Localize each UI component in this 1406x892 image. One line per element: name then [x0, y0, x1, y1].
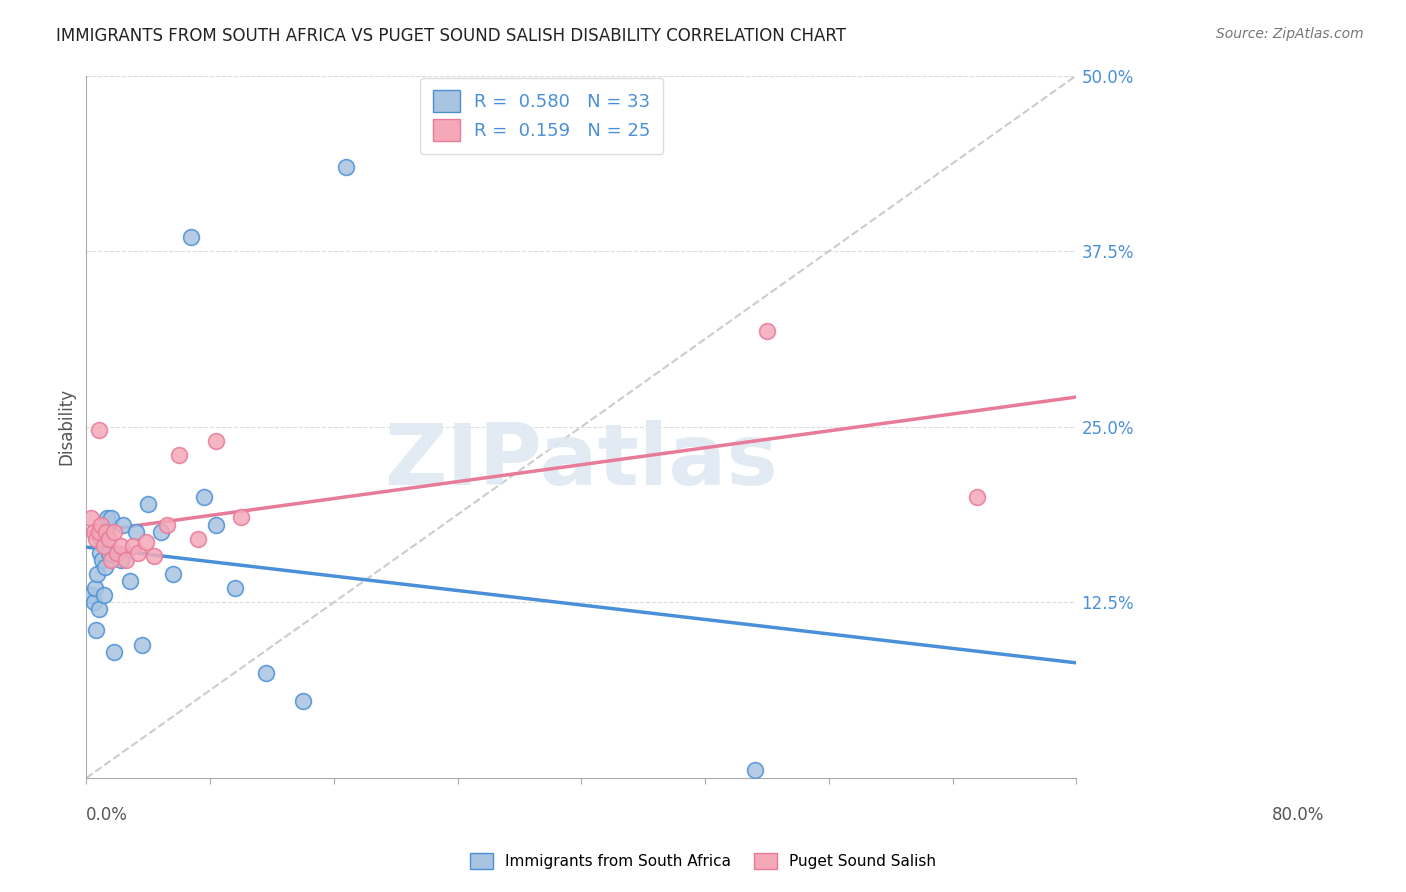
Point	[110, 553, 132, 567]
Point	[112, 518, 135, 533]
Text: 0.0%: 0.0%	[86, 806, 128, 824]
Point	[156, 518, 179, 533]
Point	[83, 595, 105, 609]
Legend: R =  0.580   N = 33, R =  0.159   N = 25: R = 0.580 N = 33, R = 0.159 N = 25	[420, 78, 664, 154]
Point	[229, 509, 252, 524]
Point	[89, 546, 111, 560]
Point	[131, 638, 153, 652]
Point	[97, 532, 120, 546]
Y-axis label: Disability: Disability	[58, 388, 75, 466]
Point	[90, 532, 112, 546]
Point	[193, 490, 215, 504]
Point	[96, 511, 118, 525]
Point	[118, 574, 141, 589]
Point	[167, 448, 190, 462]
Legend: Immigrants from South Africa, Puget Sound Salish: Immigrants from South Africa, Puget Soun…	[464, 847, 942, 875]
Point	[205, 434, 228, 448]
Point	[84, 532, 107, 546]
Point	[80, 511, 103, 525]
Text: Source: ZipAtlas.com: Source: ZipAtlas.com	[1216, 27, 1364, 41]
Point	[135, 535, 157, 549]
Point	[180, 230, 202, 244]
Point	[94, 560, 117, 574]
Point	[205, 518, 228, 533]
Point	[115, 553, 138, 567]
Point	[187, 532, 209, 546]
Point	[86, 567, 108, 582]
Point	[93, 539, 115, 553]
Point	[105, 546, 128, 560]
Point	[90, 518, 112, 533]
Point	[103, 525, 125, 540]
Point	[97, 546, 120, 560]
Point	[122, 539, 145, 553]
Point	[162, 567, 184, 582]
Point	[966, 490, 988, 504]
Point	[87, 423, 110, 437]
Point	[127, 546, 149, 560]
Point	[224, 582, 246, 596]
Point	[91, 553, 114, 567]
Point	[103, 644, 125, 658]
Point	[87, 602, 110, 616]
Point	[100, 511, 122, 525]
Text: ZIPatlas: ZIPatlas	[384, 420, 779, 503]
Text: IMMIGRANTS FROM SOUTH AFRICA VS PUGET SOUND SALISH DISABILITY CORRELATION CHART: IMMIGRANTS FROM SOUTH AFRICA VS PUGET SO…	[56, 27, 846, 45]
Point	[94, 525, 117, 540]
Point	[94, 525, 117, 540]
Point	[291, 694, 314, 708]
Point	[80, 588, 103, 602]
Point	[84, 624, 107, 638]
Point	[335, 160, 357, 174]
Text: 80.0%: 80.0%	[1271, 806, 1324, 824]
Point	[110, 539, 132, 553]
Point	[136, 497, 159, 511]
Point	[84, 582, 107, 596]
Point	[149, 525, 172, 540]
Point	[93, 588, 115, 602]
Point	[143, 549, 166, 563]
Point	[756, 324, 779, 338]
Point	[100, 553, 122, 567]
Point	[83, 525, 105, 540]
Point	[744, 763, 766, 777]
Point	[105, 546, 128, 560]
Point	[254, 665, 277, 680]
Point	[87, 525, 110, 540]
Point	[125, 525, 148, 540]
